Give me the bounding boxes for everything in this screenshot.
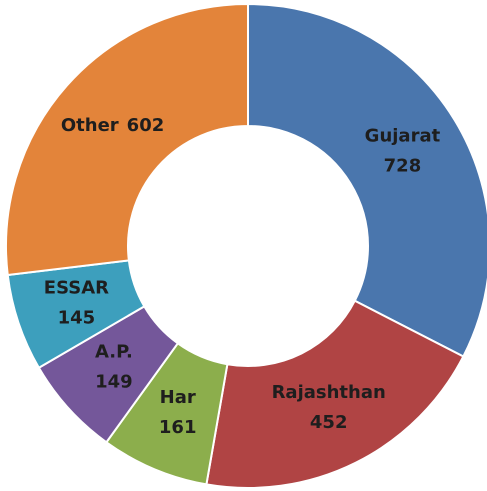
data-label: Other 602 <box>61 115 164 136</box>
label-value: 145 <box>58 308 96 329</box>
label-name: Gujarat <box>365 126 441 147</box>
label-name: ESSAR <box>44 278 109 299</box>
data-label: Gujarat 728 <box>365 126 441 177</box>
label-name: Other <box>61 115 119 136</box>
data-label: Har 161 <box>159 387 197 438</box>
label-value: 602 <box>127 115 165 136</box>
data-label: Rajashthan 452 <box>272 382 386 433</box>
donut-slice <box>5 2 249 277</box>
label-value: 149 <box>95 372 133 393</box>
label-value: 728 <box>384 156 422 177</box>
donut-slice <box>247 2 487 358</box>
label-name: Har <box>160 387 196 408</box>
label-value: 452 <box>310 412 348 433</box>
data-label: ESSAR 145 <box>44 278 109 329</box>
donut-slice <box>205 299 465 489</box>
label-name: Rajashthan <box>272 382 386 403</box>
data-label: A.P. 149 <box>95 342 133 393</box>
label-value: 161 <box>159 417 197 438</box>
label-name: A.P. <box>95 342 133 363</box>
